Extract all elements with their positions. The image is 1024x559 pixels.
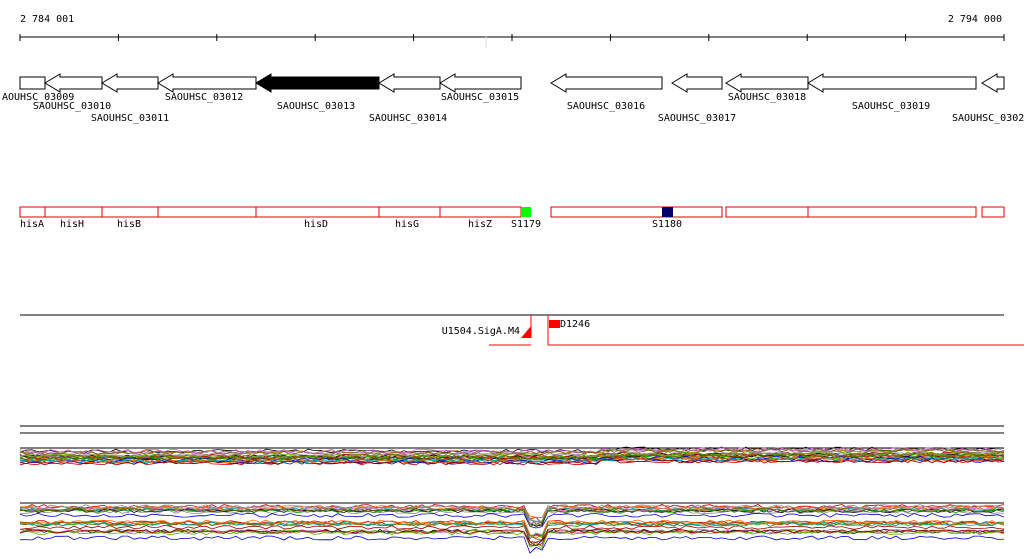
- trace: [19, 453, 1005, 461]
- operon-box: [19, 206, 46, 218]
- gene-label: SAOUHSC_03015: [441, 92, 519, 103]
- operon-box: [255, 206, 380, 218]
- trace: [19, 519, 1005, 539]
- operon-box: [981, 206, 1005, 218]
- operon-box: [378, 206, 441, 218]
- gene-label: SAOUHSC_03018: [728, 92, 806, 103]
- trace: [19, 529, 1005, 547]
- operon-label: S1180: [652, 219, 682, 230]
- gene-arrow: [19, 76, 46, 90]
- scale-start: 2 784 001: [20, 14, 74, 25]
- gene-arrow: [378, 73, 441, 93]
- gene-label: SAOUHSC_03013: [277, 101, 355, 112]
- gene-arrow: [157, 73, 257, 93]
- operon-label: hisD: [304, 219, 328, 230]
- trace: [19, 456, 1005, 464]
- gene-label: SAOUHSC_03010: [33, 101, 111, 112]
- gene-label: SAOUHSC_0302: [952, 113, 1024, 124]
- gene-arrow: [671, 73, 723, 93]
- trace: [19, 455, 1005, 463]
- operon-label: hisG: [395, 219, 419, 230]
- gene-arrow: [725, 73, 809, 93]
- trace: [19, 446, 1005, 454]
- operon-label: hisH: [60, 219, 84, 230]
- trace: [19, 520, 1005, 537]
- trace: [19, 524, 1005, 543]
- gene-arrow: [44, 73, 103, 93]
- operon-box: [157, 206, 257, 218]
- operon-label: hisB: [117, 219, 141, 230]
- operon-label: S1179: [511, 219, 541, 230]
- operon-box: [807, 206, 977, 218]
- trace: [19, 521, 1005, 540]
- gene-label: SAOUHSC_03014: [369, 113, 447, 124]
- trace: [19, 530, 1005, 550]
- gene-label: SAOUHSC_03012: [165, 92, 243, 103]
- operon-box: [44, 206, 103, 218]
- feature-marker: [549, 320, 560, 328]
- trace: [19, 507, 1005, 527]
- gene-label: AOUHSC_03009: [2, 92, 74, 103]
- operon-marker: [662, 207, 673, 217]
- trace: [19, 504, 1005, 523]
- gene-arrow: [807, 73, 977, 93]
- trace: [19, 448, 1005, 455]
- scale-end: 2 794 000: [948, 14, 1002, 25]
- operon-box: [725, 206, 809, 218]
- trace: [19, 535, 1005, 554]
- gene-arrow: [255, 73, 380, 93]
- operon-label: hisZ: [468, 219, 492, 230]
- trace: [19, 457, 1005, 464]
- gene-label: SAOUHSC_03017: [658, 113, 736, 124]
- operon-box: [550, 206, 723, 218]
- gene-arrow: [101, 73, 159, 93]
- gene-arrow: [550, 73, 663, 93]
- gene-label: SAOUHSC_03019: [852, 101, 930, 112]
- gene-arrow: [981, 73, 1005, 93]
- feature-marker: [521, 326, 531, 338]
- operon-label: hisA: [20, 219, 44, 230]
- expression-traces: [19, 446, 1005, 554]
- gene-label: SAOUHSC_03016: [567, 101, 645, 112]
- feature-label: U1504.SigA.M4: [442, 326, 520, 337]
- operon-box: [439, 206, 522, 218]
- gene-label: SAOUHSC_03011: [91, 113, 169, 124]
- gene-arrow: [439, 73, 522, 93]
- trace: [19, 457, 1005, 465]
- trace: [19, 458, 1005, 466]
- trace: [19, 450, 1005, 458]
- trace: [19, 512, 1005, 529]
- operon-box: [101, 206, 159, 218]
- feature-label: D1246: [560, 319, 590, 330]
- operon-marker: [521, 207, 531, 217]
